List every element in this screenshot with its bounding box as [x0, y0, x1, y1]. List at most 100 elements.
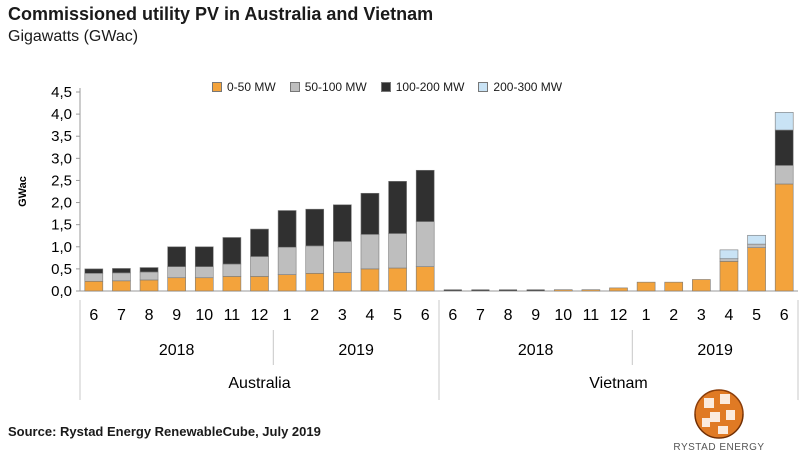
legend-swatch — [289, 82, 300, 92]
y-tick-label: 0,5 — [51, 261, 72, 278]
bar-segment — [277, 210, 297, 248]
y-axis-title: GWac — [17, 176, 29, 207]
legend-swatch — [380, 82, 391, 92]
y-tick-label: 3,5 — [51, 128, 72, 145]
year-label: 2019 — [338, 342, 374, 359]
x-tick-label: 2 — [310, 307, 319, 324]
bar-segment — [499, 289, 518, 291]
x-tick-label: 1 — [283, 307, 292, 324]
bar-segment — [774, 112, 794, 131]
x-tick-label: 3 — [338, 307, 347, 324]
x-tick-label: 7 — [117, 307, 126, 324]
bar-segment — [719, 261, 739, 292]
bar-segment — [443, 289, 462, 291]
x-tick-label: 12 — [610, 307, 628, 324]
bar-segment — [747, 234, 766, 245]
bar-segment — [553, 289, 573, 292]
year-label: 2019 — [697, 342, 733, 359]
x-tick-label: 4 — [366, 307, 375, 324]
y-tick-label: 2,0 — [51, 195, 72, 212]
bar-segment — [360, 192, 380, 235]
x-tick-label: 4 — [725, 307, 734, 324]
rystad-globe-icon — [694, 389, 744, 439]
x-tick-label: 6 — [421, 307, 430, 324]
x-tick-label: 5 — [393, 307, 402, 324]
bar-segment — [415, 266, 435, 292]
bar-segment — [305, 273, 325, 292]
y-tick-label: 2,5 — [51, 172, 72, 189]
company-logo: RYSTAD ENERGY — [664, 388, 774, 457]
bar-segment — [112, 268, 131, 274]
stacked-bar-chart: 0,0 0,5 1,0 1,5 2,0 2,5 3,0 3,5 4,0 4,5 GWac 6 7 8 9 10… — [17, 84, 799, 400]
x-tick-label: 8 — [504, 307, 513, 324]
x-tick-label: 6 — [780, 307, 789, 324]
x-tick-label: 6 — [89, 307, 98, 324]
bar-segment — [277, 274, 297, 292]
y-tick-label: 0,0 — [51, 283, 72, 300]
bar-segment — [415, 169, 435, 222]
x-tick-label: 8 — [145, 307, 154, 324]
bar-segment — [222, 263, 242, 277]
bar-segment — [194, 277, 214, 292]
bar-segment — [250, 228, 269, 257]
bar-segment — [774, 183, 794, 292]
bar-segment — [194, 266, 214, 279]
x-tick-label: 6 — [448, 307, 457, 324]
bar-segment — [305, 245, 325, 274]
bar-segment — [167, 266, 186, 279]
x-tick-label: 12 — [251, 307, 269, 324]
bar-segment — [139, 279, 159, 292]
bar-segment — [167, 277, 186, 292]
legend-swatch — [212, 82, 222, 92]
legend-item-200-300: 200-300 MW — [478, 80, 562, 94]
bar-segment — [222, 237, 242, 265]
x-tick-label: 2 — [669, 307, 678, 324]
bar-segment — [333, 272, 352, 292]
x-tick-label: 10 — [195, 307, 213, 324]
bar-segment — [692, 279, 711, 292]
bar-segment — [609, 287, 628, 292]
country-label: Australia — [228, 375, 290, 392]
bar-segment — [471, 289, 490, 291]
x-tick-label: 9 — [172, 307, 181, 324]
bar-segment — [388, 267, 407, 292]
legend-label: 200-300 MW — [493, 80, 563, 94]
bar-segment — [747, 243, 766, 248]
x-tick-label: 9 — [531, 307, 540, 324]
bar-segment — [415, 221, 435, 267]
source-note: Source: Rystad Energy RenewableCube, Jul… — [8, 424, 321, 439]
bar-segment — [360, 234, 380, 270]
x-tick-label: 3 — [697, 307, 706, 324]
bar-segment — [112, 272, 131, 282]
bar-segment — [277, 246, 297, 275]
bar-segment — [774, 165, 794, 185]
bar-segment — [388, 233, 407, 269]
bar-segment — [581, 289, 601, 292]
chart-legend: 0-50 MW 50-100 MW 100-200 MW 200-300 MW — [212, 80, 562, 94]
bar-segment — [360, 268, 380, 292]
bar-segment — [139, 271, 159, 281]
bar-segment — [719, 249, 739, 260]
bar-segment — [664, 281, 684, 292]
chart-subtitle: Gigawatts (GWac) — [8, 28, 139, 45]
year-label: 2018 — [518, 342, 554, 359]
x-tick-label: 1 — [642, 307, 651, 324]
y-tick-label: 4,0 — [51, 106, 72, 123]
country-label: Vietnam — [589, 375, 647, 392]
x-tick-label: 5 — [752, 307, 761, 324]
legend-item-100-200: 100-200 MW — [380, 80, 465, 94]
bar-segment — [774, 129, 794, 166]
x-tick-label: 11 — [224, 307, 241, 324]
bar-segment — [305, 208, 325, 247]
y-tick-label: 1,5 — [51, 217, 72, 234]
year-label: 2018 — [159, 342, 195, 359]
bar-segment — [84, 268, 104, 274]
bar-segment — [84, 280, 104, 292]
bar-segment — [333, 204, 352, 242]
bar-segment — [250, 276, 269, 292]
bar-segment — [388, 181, 407, 234]
bar-segment — [526, 289, 545, 291]
chart-title: Commissioned utility PV in Australia and… — [8, 4, 434, 24]
legend-label: 100-200 MW — [395, 80, 465, 94]
legend-label: 0-50 MW — [227, 80, 276, 94]
